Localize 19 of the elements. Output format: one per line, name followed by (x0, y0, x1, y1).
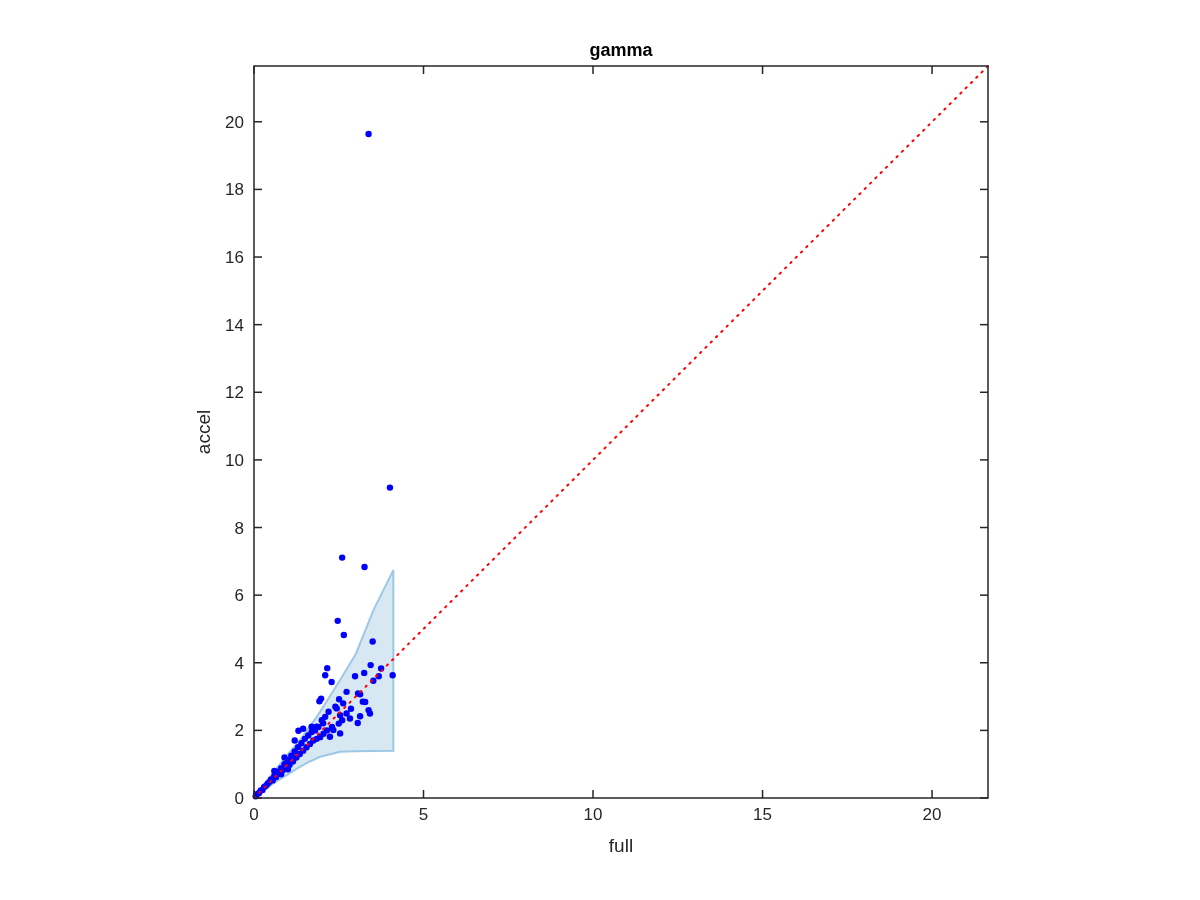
x-tick-label: 5 (418, 805, 429, 824)
y-tick-label: 0 (234, 789, 244, 808)
x-axis-title: full (608, 835, 634, 856)
x-tick-label: 15 (753, 805, 773, 824)
x-tick-label: 20 (922, 805, 942, 824)
x-tick-label: 0 (249, 805, 259, 824)
y-tick-label: 10 (225, 450, 244, 470)
y-tick-label: 20 (225, 112, 244, 132)
y-tick-label: 2 (234, 721, 244, 741)
y-tick-label: 6 (234, 586, 244, 606)
y-tick-label: 8 (234, 518, 244, 538)
y-tick-label: 4 (234, 653, 244, 673)
y-tick-label: 12 (225, 383, 244, 403)
y-tick-label: 18 (225, 180, 244, 200)
x-tick-label: 10 (583, 805, 603, 824)
y-tick-label: 16 (225, 248, 244, 268)
chart-title: gamma (589, 40, 654, 60)
y-axis-title: accel (193, 409, 214, 455)
y-tick-label: 14 (225, 315, 244, 335)
